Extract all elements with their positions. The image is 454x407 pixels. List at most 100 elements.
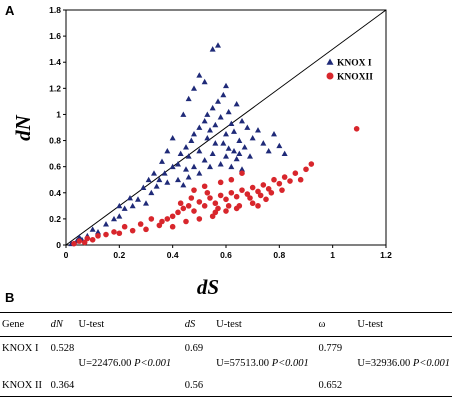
knox2-point bbox=[297, 176, 304, 183]
knox2-point bbox=[215, 205, 221, 212]
knox1-point bbox=[183, 166, 189, 172]
knox2-point bbox=[76, 238, 83, 244]
knox2-point bbox=[244, 191, 251, 197]
knox2-point bbox=[217, 179, 224, 186]
knox2-point bbox=[263, 196, 269, 203]
knox1-point bbox=[185, 95, 192, 102]
knox1-point bbox=[209, 104, 216, 111]
knox1-point bbox=[169, 134, 176, 141]
knox1-point bbox=[95, 228, 101, 235]
knox1-point bbox=[225, 108, 232, 115]
knox1-point bbox=[156, 176, 163, 183]
x-tick-label: 0.8 bbox=[273, 250, 285, 260]
knox2-point bbox=[137, 221, 144, 227]
knox2-point bbox=[233, 205, 240, 212]
knox2-point bbox=[287, 178, 293, 184]
header-ds: dS bbox=[184, 319, 196, 330]
knox1-point bbox=[255, 127, 261, 133]
knox1-point bbox=[220, 91, 227, 98]
knox1-point bbox=[228, 163, 235, 170]
knox1-point bbox=[116, 213, 123, 219]
header-omega: ω bbox=[318, 319, 326, 330]
knox2-point bbox=[196, 216, 203, 222]
y-tick-label: 1.4 bbox=[49, 57, 61, 67]
knox2-point bbox=[169, 223, 176, 230]
knox2-point bbox=[247, 195, 253, 201]
knox1-point bbox=[164, 179, 171, 185]
cell-ds: 0.69 bbox=[184, 343, 204, 354]
header-dn: dN bbox=[50, 319, 63, 330]
knox2-point bbox=[204, 189, 211, 196]
knox2-point bbox=[89, 236, 96, 243]
knox2-point bbox=[175, 209, 181, 216]
knox1-point bbox=[164, 148, 171, 154]
knox2-point bbox=[129, 227, 136, 234]
knox1-point bbox=[175, 161, 181, 167]
knox2-point bbox=[212, 209, 219, 216]
panel-label-b: B bbox=[5, 290, 15, 305]
knox1-point bbox=[212, 121, 219, 128]
x-tick-label: 0.2 bbox=[113, 250, 125, 260]
knox1-point bbox=[180, 181, 187, 188]
knox2-point bbox=[116, 230, 123, 237]
knox2-point bbox=[271, 176, 277, 183]
knox1-point bbox=[185, 153, 192, 159]
knox1-point bbox=[217, 161, 224, 167]
table-row: KNOX I 0.528 U=22476.00 P<0.001 0.69 U=5… bbox=[0, 337, 452, 375]
knox2-point bbox=[121, 223, 128, 230]
legend-label: KNOX I bbox=[337, 59, 372, 69]
cell-dn: 0.528 bbox=[50, 343, 75, 354]
legend-label: KNOXII bbox=[337, 73, 373, 83]
knox1-point bbox=[143, 200, 149, 206]
knox1-point bbox=[180, 111, 187, 117]
knox1-point bbox=[271, 131, 277, 137]
knox2-point bbox=[255, 203, 261, 209]
knox1-point bbox=[175, 176, 181, 183]
knox1-point bbox=[196, 170, 203, 176]
legend-marker-knox1 bbox=[326, 58, 334, 65]
knox1-point bbox=[215, 42, 221, 48]
knox1-point bbox=[217, 114, 224, 120]
y-tick-label: 0.4 bbox=[49, 188, 61, 198]
knox2-point bbox=[228, 176, 235, 183]
knox2-point bbox=[260, 182, 267, 188]
cell-gene: KNOX II bbox=[2, 379, 42, 391]
y-tick-label: 0.6 bbox=[49, 162, 61, 172]
cell-dn-utest: U=22476.00 P<0.001 bbox=[78, 357, 172, 369]
knox2-point bbox=[239, 187, 245, 193]
knox2-point bbox=[239, 170, 245, 176]
knox1-point bbox=[153, 183, 160, 189]
knox2-point bbox=[185, 203, 192, 209]
knox1-point bbox=[188, 137, 195, 143]
knox2-point bbox=[249, 184, 256, 191]
cell-dn-utest bbox=[77, 375, 183, 397]
cell-omega: 0.652 bbox=[318, 379, 343, 391]
stats-table: Gene dN U-test dS U-test ω U-test KNOX I… bbox=[0, 312, 452, 397]
knox1-point bbox=[127, 195, 133, 201]
knox1-point bbox=[185, 174, 192, 180]
cell-gene: KNOX I bbox=[2, 343, 39, 354]
knox1-point bbox=[223, 82, 229, 89]
data-points bbox=[68, 42, 360, 247]
knox1-point bbox=[159, 158, 165, 164]
knox1-point bbox=[225, 145, 232, 151]
knox2-point bbox=[164, 216, 171, 222]
knox1-point bbox=[265, 148, 272, 154]
cell-omega: 0.779 bbox=[318, 343, 343, 354]
knox1-point bbox=[169, 163, 176, 170]
knox1-point bbox=[228, 120, 235, 126]
knox1-point bbox=[191, 85, 197, 91]
cell-dn: 0.364 bbox=[50, 379, 75, 391]
knox1-point bbox=[151, 170, 157, 176]
knox1-point bbox=[212, 140, 219, 146]
knox1-point bbox=[196, 148, 203, 154]
knox1-point bbox=[183, 144, 189, 150]
knox1-point bbox=[247, 153, 253, 159]
header-gene: Gene bbox=[2, 319, 25, 330]
knox2-point bbox=[233, 193, 240, 200]
knox2-point bbox=[265, 186, 272, 192]
knox1-point bbox=[161, 170, 168, 176]
knox2-point bbox=[84, 235, 91, 242]
y-tick-label: 1.8 bbox=[49, 5, 61, 15]
knox2-point bbox=[180, 205, 187, 212]
